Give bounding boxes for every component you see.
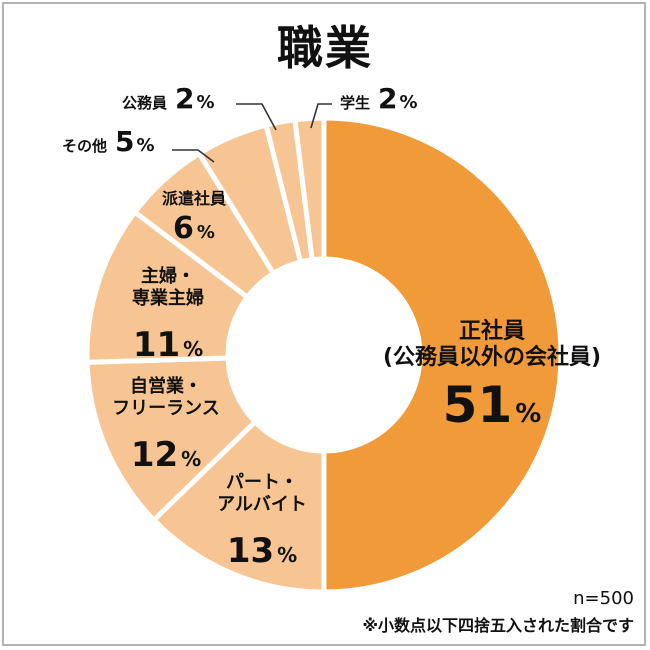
slice-category: (公務員以外の会社員) <box>383 344 601 370</box>
leader-line <box>172 149 215 163</box>
slice-value: 2 <box>378 82 397 115</box>
slice-value: 51 <box>443 376 513 434</box>
slice-category: 正社員 <box>459 318 525 344</box>
slice-category: 派遣社員 <box>162 189 226 208</box>
pie-slice <box>321 115 564 595</box>
slice-unit: % <box>515 399 541 429</box>
pie-slice <box>84 355 259 524</box>
slice-label: 学生 2% <box>340 82 418 115</box>
slice-value-label: 11% <box>133 325 203 365</box>
chart-title: 職業 <box>277 21 373 75</box>
slice-unit: % <box>400 92 418 113</box>
slice-category: 学生 <box>340 94 370 112</box>
slice-unit: % <box>197 222 215 243</box>
slice-value: 2 <box>175 82 194 115</box>
slice-value: 12 <box>131 435 178 475</box>
slice-category: その他 <box>62 137 107 155</box>
slice-unit: % <box>277 543 297 567</box>
slice-category: フリーランス <box>112 398 220 419</box>
sample-size-note: n=500 <box>573 588 634 609</box>
pie-slice <box>150 418 327 595</box>
pie-slice <box>292 115 327 263</box>
slice-unit: % <box>183 337 203 361</box>
rounding-note: ※小数点以下四捨五入された割合です <box>362 616 634 635</box>
slice-value: 5 <box>115 125 134 158</box>
slice-value-label: 12% <box>131 435 201 475</box>
leader-line <box>310 103 332 129</box>
slice-label: 公務員 2% <box>122 82 215 115</box>
slice-category: 自営業・ <box>130 375 202 397</box>
slice-value: 13 <box>227 531 274 571</box>
slice-label: その他 5% <box>62 125 155 158</box>
slice-unit: % <box>137 135 155 156</box>
slice-unit: % <box>181 447 201 471</box>
pie-slice <box>84 208 251 365</box>
slice-value-label: 6% <box>173 211 215 246</box>
slice-unit: % <box>197 92 215 113</box>
slice-value: 11 <box>133 325 180 365</box>
slice-category: 公務員 <box>122 94 167 112</box>
leader-line <box>236 103 277 131</box>
slice-category: アルバイト <box>217 494 307 515</box>
slice-category: パート・ <box>226 472 298 493</box>
slice-value: 6 <box>173 211 194 246</box>
slice-category: 主婦・ <box>141 265 195 287</box>
slice-value-label: 13% <box>227 531 297 571</box>
slice-value-label: 51% <box>443 376 542 434</box>
slice-category: 専業主婦 <box>132 287 204 309</box>
